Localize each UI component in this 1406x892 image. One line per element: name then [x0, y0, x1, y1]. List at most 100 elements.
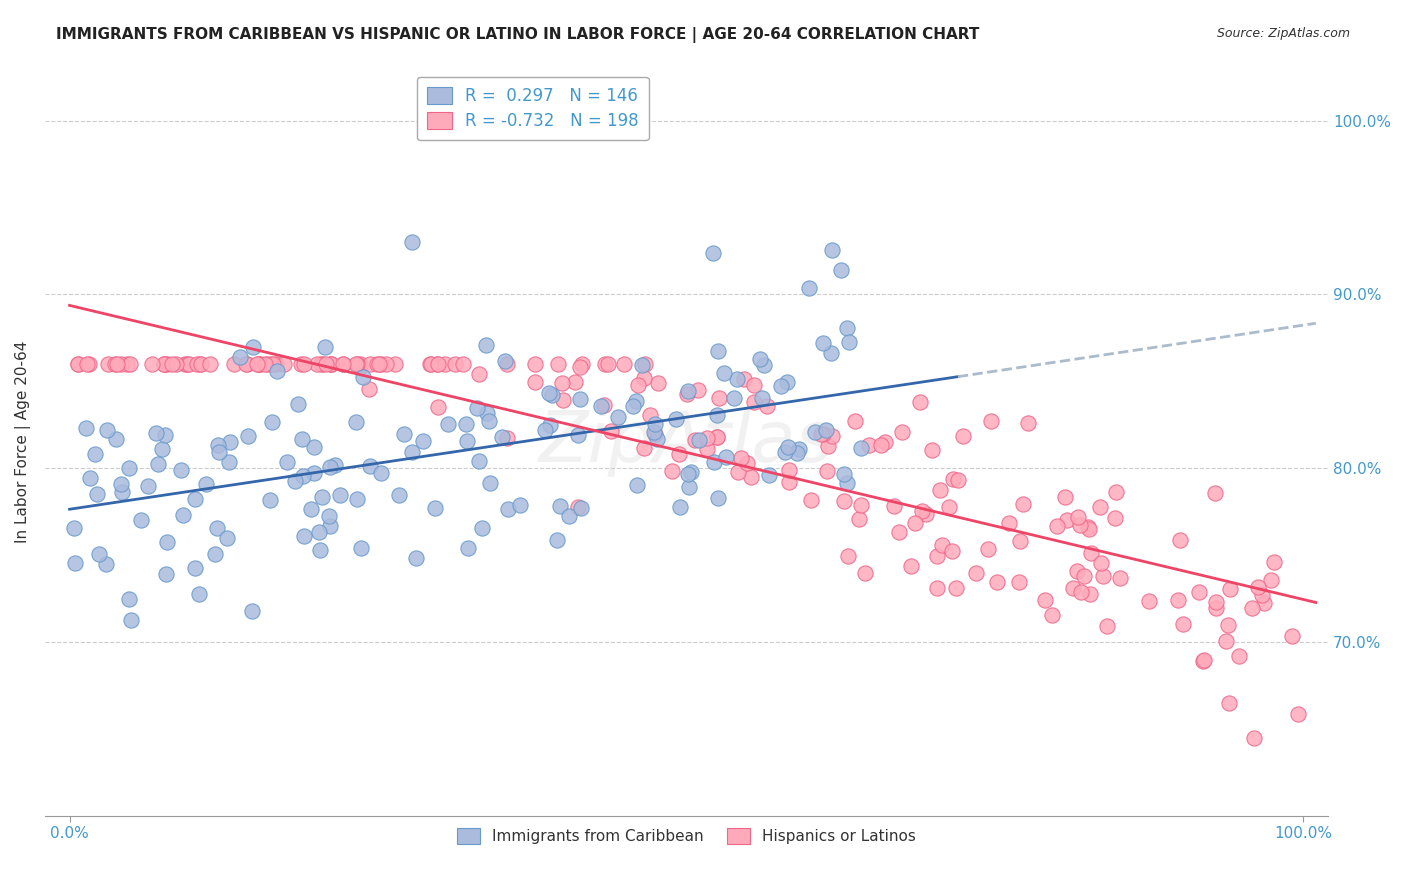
- Point: [118, 591, 141, 606]
- Point: [218, 434, 240, 449]
- Point: [266, 364, 288, 378]
- Point: [1091, 568, 1114, 582]
- Point: [887, 525, 910, 540]
- Point: [1062, 582, 1084, 596]
- Point: [986, 575, 1008, 590]
- Point: [311, 490, 333, 504]
- Point: [394, 427, 416, 442]
- Point: [945, 581, 967, 595]
- Point: [496, 432, 519, 446]
- Point: [1191, 654, 1213, 668]
- Text: Source: ZipAtlas.com: Source: ZipAtlas.com: [1216, 27, 1350, 40]
- Point: [468, 367, 491, 381]
- Point: [1056, 513, 1078, 527]
- Point: [165, 357, 187, 371]
- Point: [727, 465, 749, 479]
- Point: [647, 376, 669, 390]
- Point: [1066, 564, 1088, 578]
- Point: [247, 357, 270, 371]
- Point: [837, 476, 859, 491]
- Point: [1046, 518, 1069, 533]
- Point: [287, 397, 309, 411]
- Point: [627, 377, 650, 392]
- Point: [589, 400, 612, 414]
- Point: [1218, 618, 1240, 632]
- Point: [292, 357, 315, 371]
- Point: [136, 478, 159, 492]
- Point: [931, 538, 953, 552]
- Point: [110, 357, 132, 371]
- Point: [645, 432, 668, 446]
- Point: [155, 428, 177, 442]
- Point: [96, 423, 118, 437]
- Point: [977, 542, 1000, 557]
- Point: [980, 415, 1002, 429]
- Point: [246, 357, 269, 371]
- Point: [613, 357, 636, 371]
- Point: [349, 357, 371, 371]
- Point: [66, 357, 89, 371]
- Point: [318, 509, 340, 524]
- Point: [1263, 556, 1285, 570]
- Point: [290, 357, 312, 371]
- Point: [676, 467, 699, 481]
- Point: [146, 457, 169, 471]
- Point: [742, 395, 765, 409]
- Point: [740, 469, 762, 483]
- Point: [491, 430, 513, 444]
- Point: [299, 501, 322, 516]
- Point: [524, 375, 547, 389]
- Point: [1069, 518, 1091, 533]
- Point: [141, 357, 163, 371]
- Point: [1219, 582, 1241, 597]
- Point: [89, 547, 111, 561]
- Point: [190, 357, 212, 371]
- Point: [426, 357, 449, 371]
- Point: [770, 379, 793, 393]
- Point: [254, 357, 277, 371]
- Point: [186, 357, 208, 371]
- Point: [153, 357, 176, 371]
- Point: [911, 504, 934, 518]
- Point: [284, 474, 307, 488]
- Point: [314, 340, 336, 354]
- Point: [153, 357, 176, 371]
- Point: [821, 429, 844, 443]
- Point: [814, 423, 837, 437]
- Point: [170, 463, 193, 477]
- Point: [187, 587, 209, 601]
- Point: [496, 357, 519, 371]
- Point: [754, 358, 776, 372]
- Point: [1205, 601, 1227, 615]
- Point: [115, 357, 138, 371]
- Point: [567, 500, 589, 515]
- Point: [94, 557, 117, 571]
- Point: [832, 467, 855, 481]
- Point: [174, 357, 197, 371]
- Point: [890, 425, 912, 439]
- Point: [927, 549, 949, 564]
- Point: [1073, 568, 1095, 582]
- Point: [1286, 706, 1309, 721]
- Point: [853, 566, 876, 581]
- Point: [524, 357, 547, 371]
- Point: [815, 464, 838, 478]
- Point: [1247, 580, 1270, 594]
- Point: [384, 357, 406, 371]
- Point: [900, 558, 922, 573]
- Point: [547, 357, 569, 371]
- Point: [419, 357, 441, 371]
- Y-axis label: In Labor Force | Age 20-64: In Labor Force | Age 20-64: [15, 341, 31, 543]
- Point: [787, 442, 810, 456]
- Point: [433, 357, 456, 371]
- Point: [626, 394, 648, 409]
- Point: [256, 357, 278, 371]
- Point: [183, 560, 205, 574]
- Point: [1008, 574, 1031, 589]
- Point: [800, 493, 823, 508]
- Point: [832, 494, 855, 508]
- Point: [1097, 619, 1119, 633]
- Point: [775, 444, 797, 458]
- Point: [426, 400, 449, 414]
- Point: [222, 357, 245, 371]
